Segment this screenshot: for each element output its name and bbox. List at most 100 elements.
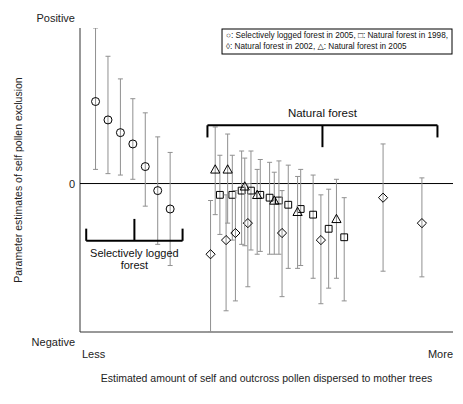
error-stem [227,134,228,223]
error-cap [311,175,316,176]
error-cap [130,98,135,99]
error-stem [95,28,96,169]
error-cap [318,303,323,304]
error-bar [311,175,316,278]
error-cap [230,155,235,156]
error-cap [233,190,238,191]
error-cap [276,160,281,161]
bracket-line [85,229,87,241]
point [325,225,332,232]
error-bar [230,155,235,240]
error-stem [313,175,314,278]
error-bar [326,189,331,288]
error-bar [242,158,247,246]
error-cap [267,254,272,255]
point [129,140,137,148]
x-axis [80,332,453,333]
legend-line: ◊: Natural forest in 2002, △: Natural fo… [226,42,407,51]
error-stem [328,189,329,288]
error-cap [272,172,277,173]
error-bar [118,79,123,175]
error-cap [105,173,110,174]
error-bar [208,201,213,332]
error-cap [272,254,277,255]
error-stem [250,151,251,250]
error-cap [242,245,247,246]
point [223,165,232,173]
error-cap [245,286,250,287]
bracket-line [206,125,208,137]
chart: 0PositiveNegativeLessMoreEstimated amoun… [0,0,463,404]
error-bar [276,161,281,254]
error-bar [258,159,263,251]
error-cap [267,162,272,163]
point [270,196,279,204]
error-bar [318,195,323,304]
y-tick-label: 0 [69,178,75,190]
error-stem [300,169,301,265]
point [316,235,325,244]
error-stem [145,113,146,206]
error-stem [247,184,248,287]
point [341,234,348,241]
error-cap [130,179,135,180]
error-stem [107,56,108,173]
error-stem [232,155,233,240]
error-bar [295,176,300,268]
error-cap [233,300,238,301]
error-bar [130,99,135,180]
error-bar [334,179,339,278]
error-stem [132,99,133,180]
error-stem [297,176,298,268]
point [206,250,215,259]
error-cap [225,223,230,224]
error-stem [269,162,270,254]
error-bar [298,169,303,265]
point [141,163,149,171]
error-cap [155,244,160,245]
error-cap [225,134,230,135]
negative-label: Negative [32,336,75,348]
point [332,214,341,222]
error-cap [295,176,300,177]
error-stem [157,137,158,244]
error-stem [278,161,279,254]
error-cap [276,254,281,255]
error-cap [143,206,148,207]
error-cap [224,310,229,311]
point [116,129,124,137]
error-stem [282,191,283,297]
error-stem [288,165,289,268]
natural-forest-label: Natural forest [288,107,358,119]
error-cap [213,214,218,215]
error-bar [255,169,260,254]
series-square [216,151,347,301]
error-bar [155,137,160,244]
point [378,193,387,202]
error-cap [255,254,260,255]
error-cap [208,200,213,201]
point [92,98,100,106]
legend-frame [222,29,452,54]
error-stem [274,172,275,254]
error-bar [233,191,238,301]
error-bar [267,162,272,254]
error-stem [336,179,337,278]
error-stem [215,127,216,215]
error-cap [295,268,300,269]
error-cap [326,288,331,289]
error-cap [239,244,244,245]
point [154,187,162,195]
error-cap [93,28,98,29]
error-cap [118,175,123,176]
error-cap [217,234,222,235]
legend-box: ○: Selectively logged forest in 2005, □:… [222,29,452,54]
point [229,191,236,198]
error-stem [344,198,345,301]
error-cap [280,296,285,297]
point [240,182,249,190]
y-axis-title: Parameter estimates of self pollen exclu… [12,77,24,283]
point [216,191,223,198]
legend-line: ○: Selectively logged forest in 2005, □:… [226,31,448,40]
error-bar [225,134,230,223]
